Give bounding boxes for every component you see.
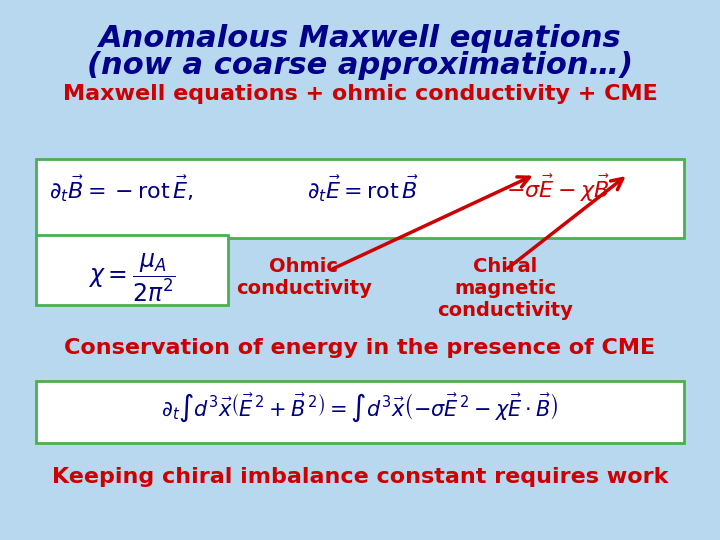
Text: $\partial_t \vec{E} = \mathrm{rot}\, \vec{B}$: $\partial_t \vec{E} = \mathrm{rot}\, \ve…	[307, 173, 418, 204]
Text: Chiral
magnetic
conductivity: Chiral magnetic conductivity	[438, 256, 574, 320]
Text: Keeping chiral imbalance constant requires work: Keeping chiral imbalance constant requir…	[52, 467, 668, 487]
Text: Ohmic
conductivity: Ohmic conductivity	[236, 256, 372, 298]
FancyBboxPatch shape	[36, 381, 684, 443]
FancyBboxPatch shape	[36, 159, 684, 238]
Text: (now a coarse approximation…): (now a coarse approximation…)	[87, 51, 633, 80]
Text: Anomalous Maxwell equations: Anomalous Maxwell equations	[99, 24, 621, 53]
Text: Conservation of energy in the presence of CME: Conservation of energy in the presence o…	[64, 338, 656, 357]
Text: $\partial_t \vec{B} = -\mathrm{rot}\, \vec{E},$: $\partial_t \vec{B} = -\mathrm{rot}\, \v…	[49, 173, 194, 204]
Text: $\chi = \dfrac{\mu_A}{2\pi^2}$: $\chi = \dfrac{\mu_A}{2\pi^2}$	[88, 251, 176, 304]
Text: Maxwell equations + ohmic conductivity + CME: Maxwell equations + ohmic conductivity +…	[63, 84, 657, 104]
Text: $\partial_t \int d^3\vec{x}\left(\vec{E}^{\,2} + \vec{B}^{\,2}\right) = \int d^3: $\partial_t \int d^3\vec{x}\left(\vec{E}…	[161, 392, 559, 424]
FancyBboxPatch shape	[36, 235, 228, 305]
Text: $-\sigma\vec{E} - \chi\vec{B}$: $-\sigma\vec{E} - \chi\vec{B}$	[505, 173, 610, 204]
